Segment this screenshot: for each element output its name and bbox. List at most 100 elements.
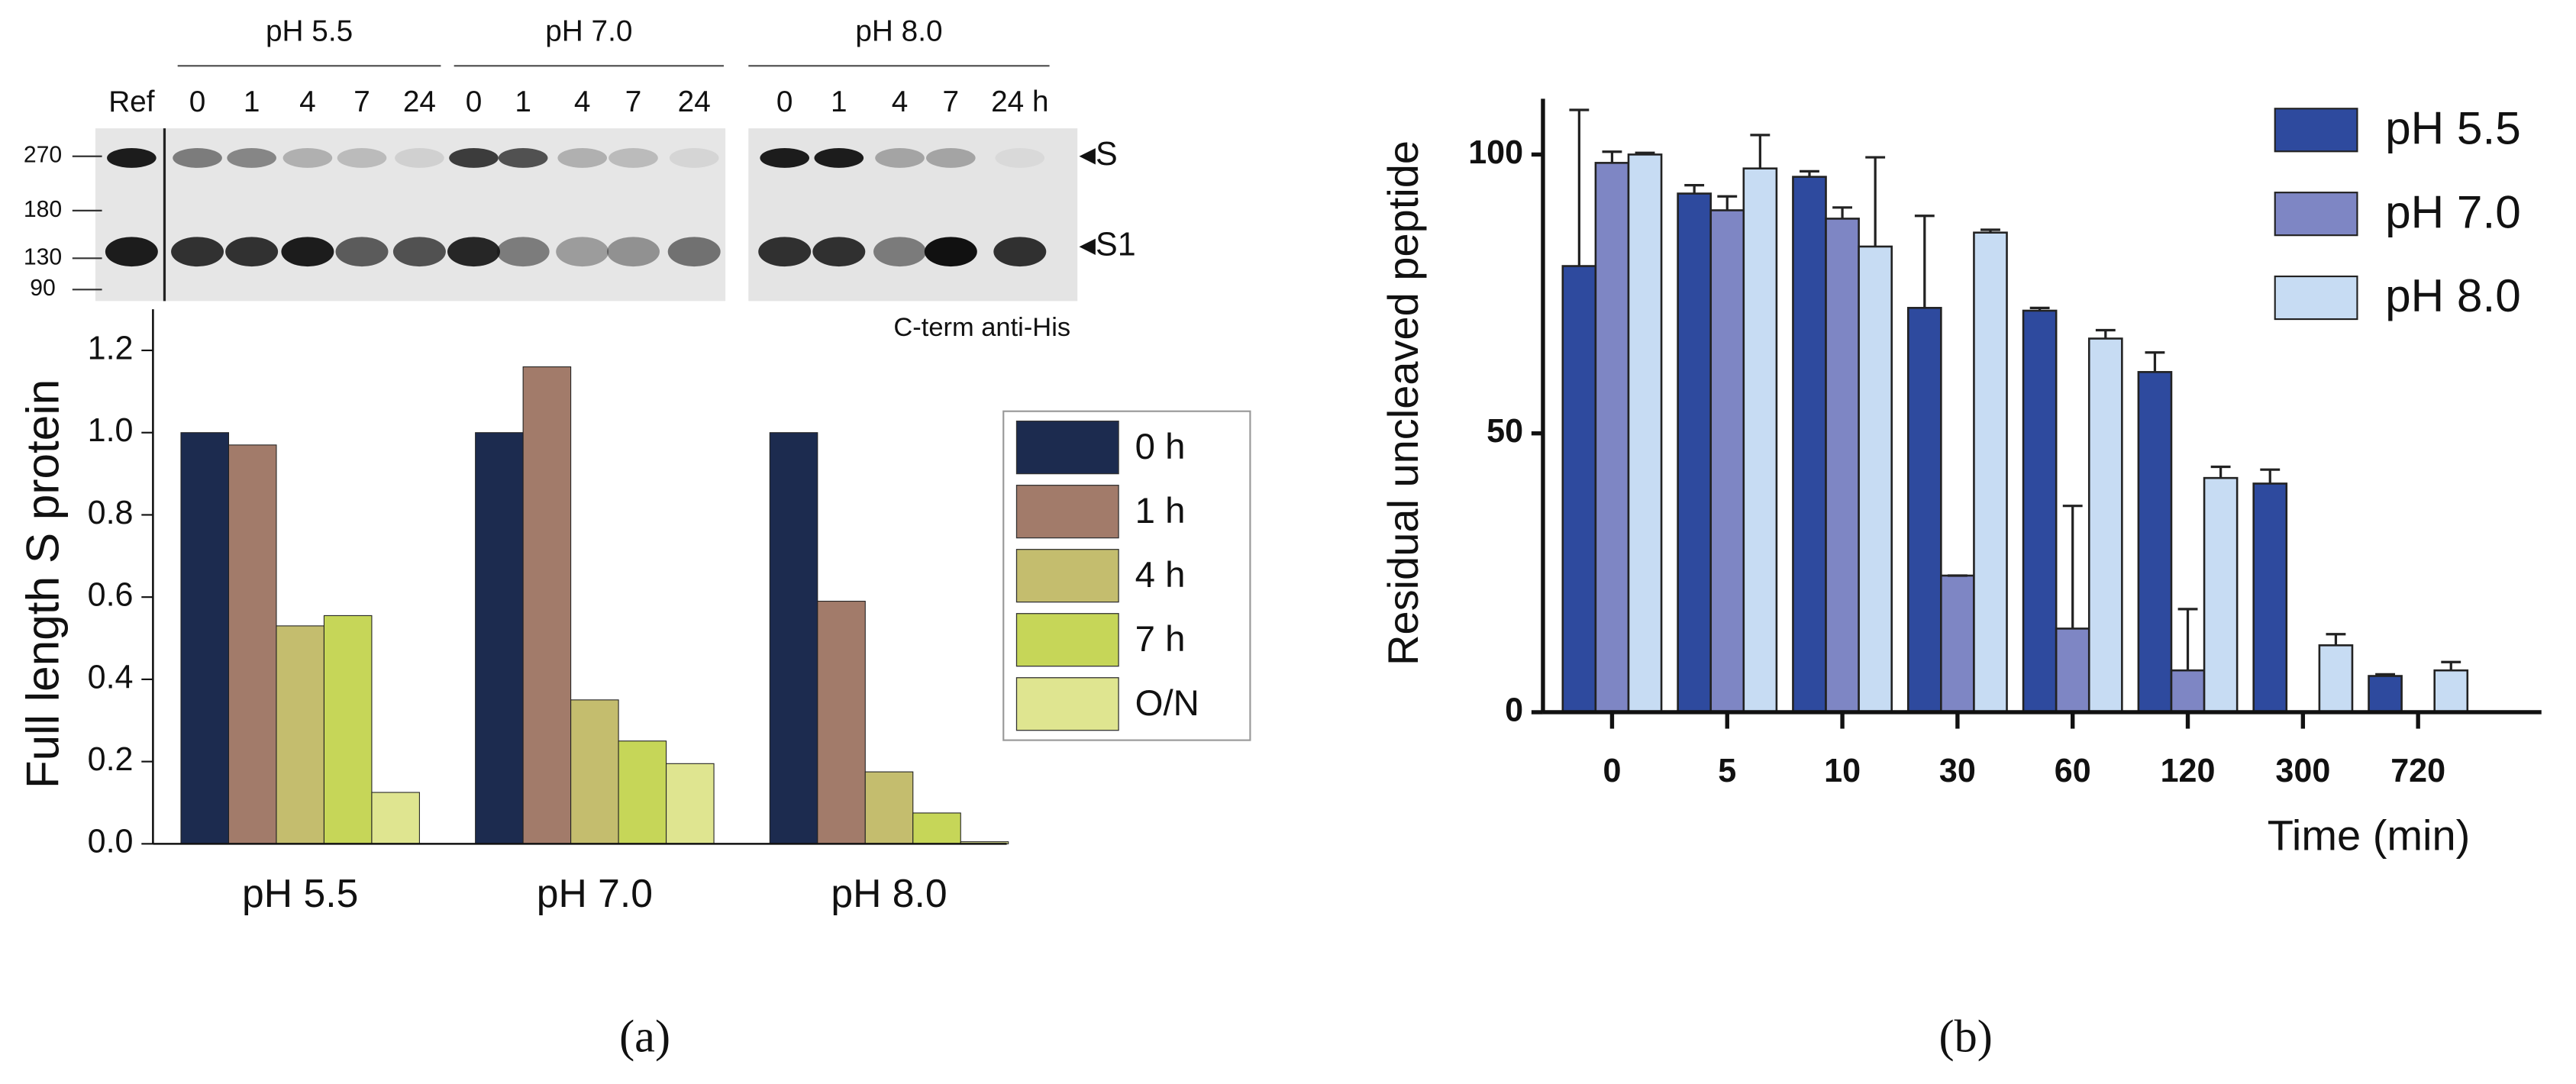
legend-label: 0 h [1135,427,1186,467]
y-axis-title: Full length S protein [16,379,68,789]
bar [1627,153,1663,714]
bar [2368,675,2403,714]
blot-band [496,237,550,267]
bar [864,771,914,844]
blot-band [447,237,500,267]
x-tick-label: 120 [2161,753,2216,789]
blot-band [926,147,976,168]
y-tick-label: 1.0 [88,412,134,449]
group-label: pH 8.0 [855,15,942,47]
y-tick-label: 100 [1468,134,1523,171]
band-label: ◂S [1079,136,1117,173]
legend-swatch [1015,549,1119,603]
error-bar [1832,206,1853,219]
y-tick-label: 50 [1487,413,1523,450]
error-bar [2029,306,2050,311]
x-tick-label: 0 [1603,753,1621,789]
error-bar [2326,633,2346,646]
bar [1973,231,2008,714]
bar [1709,209,1745,714]
legend-swatch [2274,192,2358,237]
panel-label: (a) [619,1011,670,1063]
legend-swatch [1015,485,1119,539]
bar [323,615,373,844]
bar [2055,627,2090,714]
bar [1792,176,1827,714]
blot-band [760,147,810,168]
legend-label: 4 h [1135,555,1186,595]
error-bar [2145,351,2165,373]
lane-label: 0 [776,85,793,118]
error-bar [2375,673,2396,676]
bar [180,432,230,844]
error-bar [2441,660,2461,671]
lane-label: 1 [515,85,531,118]
lane-label: 7 [943,85,960,118]
bar [1858,245,1893,714]
bar [570,699,619,844]
lane-label: 0 [466,85,483,118]
blot-band [924,237,977,267]
bar [912,812,961,844]
blot-band [498,147,548,168]
antibody-label: C-term anti-His [893,313,1070,342]
error-bar [1684,183,1705,194]
legend-label: 1 h [1135,491,1186,531]
legend-swatch [2274,108,2358,153]
lane-label: Ref [108,85,155,118]
y-axis-title: Residual uncleaved peptide [1379,140,1427,666]
blot-band [337,147,387,168]
legend-label: 7 h [1135,619,1186,660]
bar [1825,218,1860,714]
legend-swatch [2274,275,2358,321]
y-tick-label: 1.2 [88,330,134,366]
x-tick-label: 10 [1824,753,1861,789]
bar [618,740,667,844]
bar [666,763,715,844]
lane-label: 4 [574,85,591,118]
bar [1594,162,1630,714]
x-axis-title: Time (min) [2268,811,2470,860]
blot-band [225,237,279,267]
blot-band [607,237,660,267]
blot-band [557,147,608,168]
y-tick-label: 0.0 [88,824,134,860]
bar [1940,574,1975,714]
marker-label: 270 [24,143,62,168]
legend-label: pH 7.0 [2385,186,2521,237]
blot-band [449,147,499,168]
error-bar [1635,151,1655,155]
bar [769,432,818,844]
marker-label: 90 [30,276,56,301]
x-tick-label: 60 [2055,753,2091,789]
bar [1677,192,1712,714]
blot-band [995,147,1045,168]
blot-band [812,237,866,267]
blot-band [107,147,157,168]
lane-label: 24 [403,85,436,118]
lane-label: 4 [299,85,316,118]
y-tick-label: 0.6 [88,577,134,614]
error-bar [1914,215,1935,308]
blot-band [227,147,276,168]
error-bar [2177,608,2198,671]
x-tick-label: 30 [1939,753,1976,789]
blot-band [105,237,158,267]
x-tick-label: pH 7.0 [537,871,653,915]
bar [2318,644,2354,714]
x-tick-label: pH 5.5 [242,871,358,915]
blot-band [993,237,1047,267]
blot-band [875,147,925,168]
blot-band [608,147,658,168]
error-bar [2062,505,2083,629]
y-tick-label: 0 [1505,692,1523,728]
error-bar [2210,465,2231,479]
x-tick-label: 720 [2390,753,2445,789]
x-tick-label: 300 [2275,753,2330,789]
legend-label: O/N [1135,683,1199,724]
blot-band [281,237,334,267]
group-label: pH 7.0 [545,15,632,47]
lane-label: 24 [678,85,711,118]
panel-label: (b) [1939,1011,1993,1063]
